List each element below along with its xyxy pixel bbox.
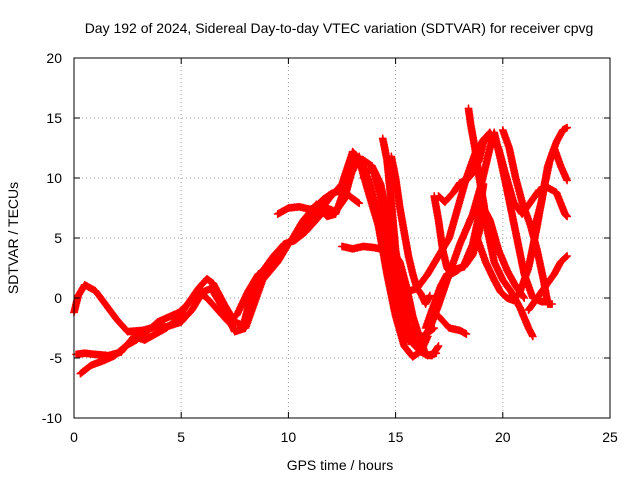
series-track-17 — [531, 144, 572, 230]
y-tick-label: -10 — [42, 410, 62, 426]
y-tick-label: 10 — [46, 170, 62, 186]
grid-lines — [74, 58, 610, 418]
data-series — [70, 104, 572, 378]
y-tick-label: 20 — [46, 50, 62, 66]
x-axis-label: GPS time / hours — [287, 457, 394, 473]
x-tick-label: 10 — [281, 429, 297, 445]
axis-ticks: 0 5 10 15 20 25 -10 -5 0 5 10 15 20 — [42, 50, 618, 445]
y-tick-label: 15 — [46, 110, 62, 126]
x-tick-label: 5 — [177, 429, 185, 445]
plot-frame — [73, 57, 611, 419]
y-tick-label: 5 — [54, 230, 62, 246]
y-axis-label: SDTVAR / TECUs — [5, 182, 21, 294]
series-track-18 — [524, 252, 572, 314]
series-track-8 — [378, 134, 441, 360]
chart-title: Day 192 of 2024, Sidereal Day-to-day VTE… — [85, 20, 594, 36]
y-tick-label: -5 — [50, 350, 63, 366]
y-tick-label: 0 — [54, 290, 62, 306]
x-tick-label: 20 — [495, 429, 511, 445]
series-track-9 — [387, 152, 434, 308]
series-track-6 — [273, 202, 336, 218]
x-tick-label: 15 — [388, 429, 404, 445]
x-tick-label: 25 — [602, 429, 618, 445]
x-tick-label: 0 — [70, 429, 78, 445]
